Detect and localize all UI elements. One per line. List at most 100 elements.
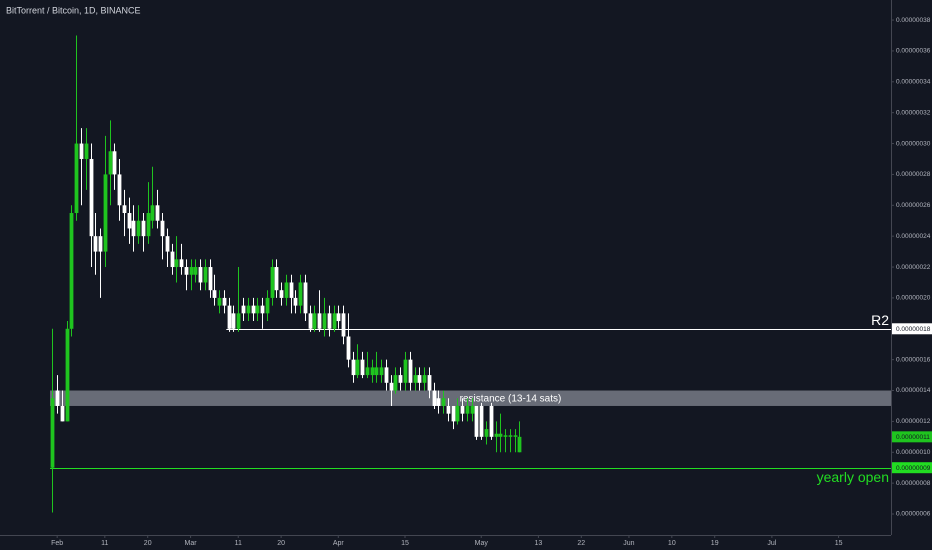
candle-body: [474, 405, 479, 437]
candle-body: [212, 290, 217, 298]
candle-body: [155, 205, 160, 221]
level-label: yearly open: [817, 469, 889, 485]
y-tick-label: 0.00000036: [896, 48, 931, 55]
candle-body: [241, 305, 246, 314]
axis-layer: 0.00000038 0.00000036 0.00000034 0.00000032…: [51, 17, 932, 547]
candle-body: [384, 367, 389, 383]
y-tick-label: 0.00000014: [896, 387, 931, 394]
candle-body: [336, 313, 341, 322]
x-tick-label: May: [475, 540, 489, 547]
x-tick-label: Mar: [185, 540, 198, 547]
candle-body: [479, 405, 484, 437]
candle-body: [74, 143, 79, 214]
zone-label: resistance (13-14 sats): [460, 393, 562, 404]
candle-body: [441, 398, 446, 406]
candle-body: [346, 336, 351, 360]
candle-body: [193, 267, 198, 275]
candle-body: [374, 367, 379, 376]
candle-body: [393, 375, 398, 391]
y-tick-label: 0.00000028: [896, 171, 931, 178]
candle-body: [165, 236, 170, 252]
candle-body: [189, 267, 194, 275]
x-tick-label: 10: [668, 540, 676, 547]
candle-body: [146, 213, 151, 237]
candle-body: [112, 151, 117, 175]
candle-body: [55, 390, 60, 406]
candle-body: [93, 236, 98, 252]
x-tick-label: 11: [235, 540, 242, 547]
x-tick-label: Jul: [767, 540, 776, 547]
candle-body: [255, 305, 260, 314]
y-tick-label: 0.00000022: [896, 264, 931, 271]
candle-body: [341, 313, 346, 337]
x-tick-label: 20: [144, 540, 152, 547]
candle-body: [150, 205, 155, 221]
candle-body: [136, 220, 141, 237]
chart-title: BitTorrent / Bitcoin, 1D, BINANCE: [6, 5, 141, 15]
y-tick-label: 0.00000008: [896, 480, 931, 487]
candle-body: [179, 259, 184, 268]
level-label: R2: [871, 312, 889, 328]
candle-body: [246, 305, 251, 314]
candle-body: [413, 375, 418, 383]
y-tick-label: 0.00000032: [896, 109, 931, 116]
candle-body: [60, 405, 65, 422]
candle-body: [408, 359, 413, 383]
candle-body: [436, 398, 441, 406]
x-tick-label: 20: [277, 540, 285, 547]
candle-body: [489, 405, 494, 437]
candle-body: [122, 205, 127, 214]
zone-layer: resistance (13-14 sats) R2 yearly open: [50, 312, 891, 485]
candle-body: [398, 375, 403, 383]
price-tag: [892, 323, 932, 335]
candle-body: [160, 220, 165, 237]
candle-body: [460, 405, 465, 414]
x-tick-label: 13: [535, 540, 543, 547]
x-tick-label: 22: [577, 540, 585, 547]
candle-body: [174, 259, 179, 268]
candle-body: [170, 251, 175, 268]
candle-body: [98, 236, 103, 252]
candle-body: [103, 174, 108, 252]
candle-body: [270, 267, 275, 298]
y-tick-label: 0.00000012: [896, 418, 931, 425]
candle-body: [422, 375, 427, 383]
candle-body: [89, 158, 94, 237]
y-tick-label: 0.00000030: [896, 140, 931, 147]
price-tag: [892, 431, 932, 443]
candle-body: [513, 435, 518, 437]
candle-body: [222, 297, 227, 306]
y-tick-label: 0.00000026: [896, 202, 931, 209]
x-tick-label: Feb: [51, 540, 63, 547]
candle-body: [108, 151, 113, 175]
candle-body: [417, 375, 422, 383]
y-tick-label: 0.00000038: [896, 17, 931, 24]
candle-body: [141, 220, 146, 237]
candle-body: [312, 313, 317, 329]
candle-body: [274, 267, 279, 291]
candle-body: [360, 359, 365, 376]
candle-body: [50, 398, 55, 468]
candle-body: [69, 213, 74, 329]
candle-body: [427, 375, 432, 391]
x-tick-label: Apr: [333, 540, 345, 547]
x-tick-label: Jun: [623, 540, 634, 547]
candle-body: [208, 267, 213, 291]
candle-body: [251, 305, 256, 314]
candle-body: [327, 313, 332, 329]
x-tick-label: 11: [101, 540, 108, 547]
x-tick-label: 15: [835, 540, 843, 547]
candle-body: [446, 405, 451, 414]
candle-body: [217, 297, 222, 306]
candle-body: [231, 313, 236, 329]
candle-body: [351, 359, 356, 376]
candle-body: [84, 143, 89, 159]
price-tag-label: 0.00000009: [896, 465, 931, 472]
y-tick-label: 0.00000034: [896, 79, 931, 86]
x-tick-label: 15: [401, 540, 409, 547]
candle-body: [470, 405, 475, 414]
candle-body: [503, 435, 508, 437]
candle-body: [260, 305, 265, 314]
